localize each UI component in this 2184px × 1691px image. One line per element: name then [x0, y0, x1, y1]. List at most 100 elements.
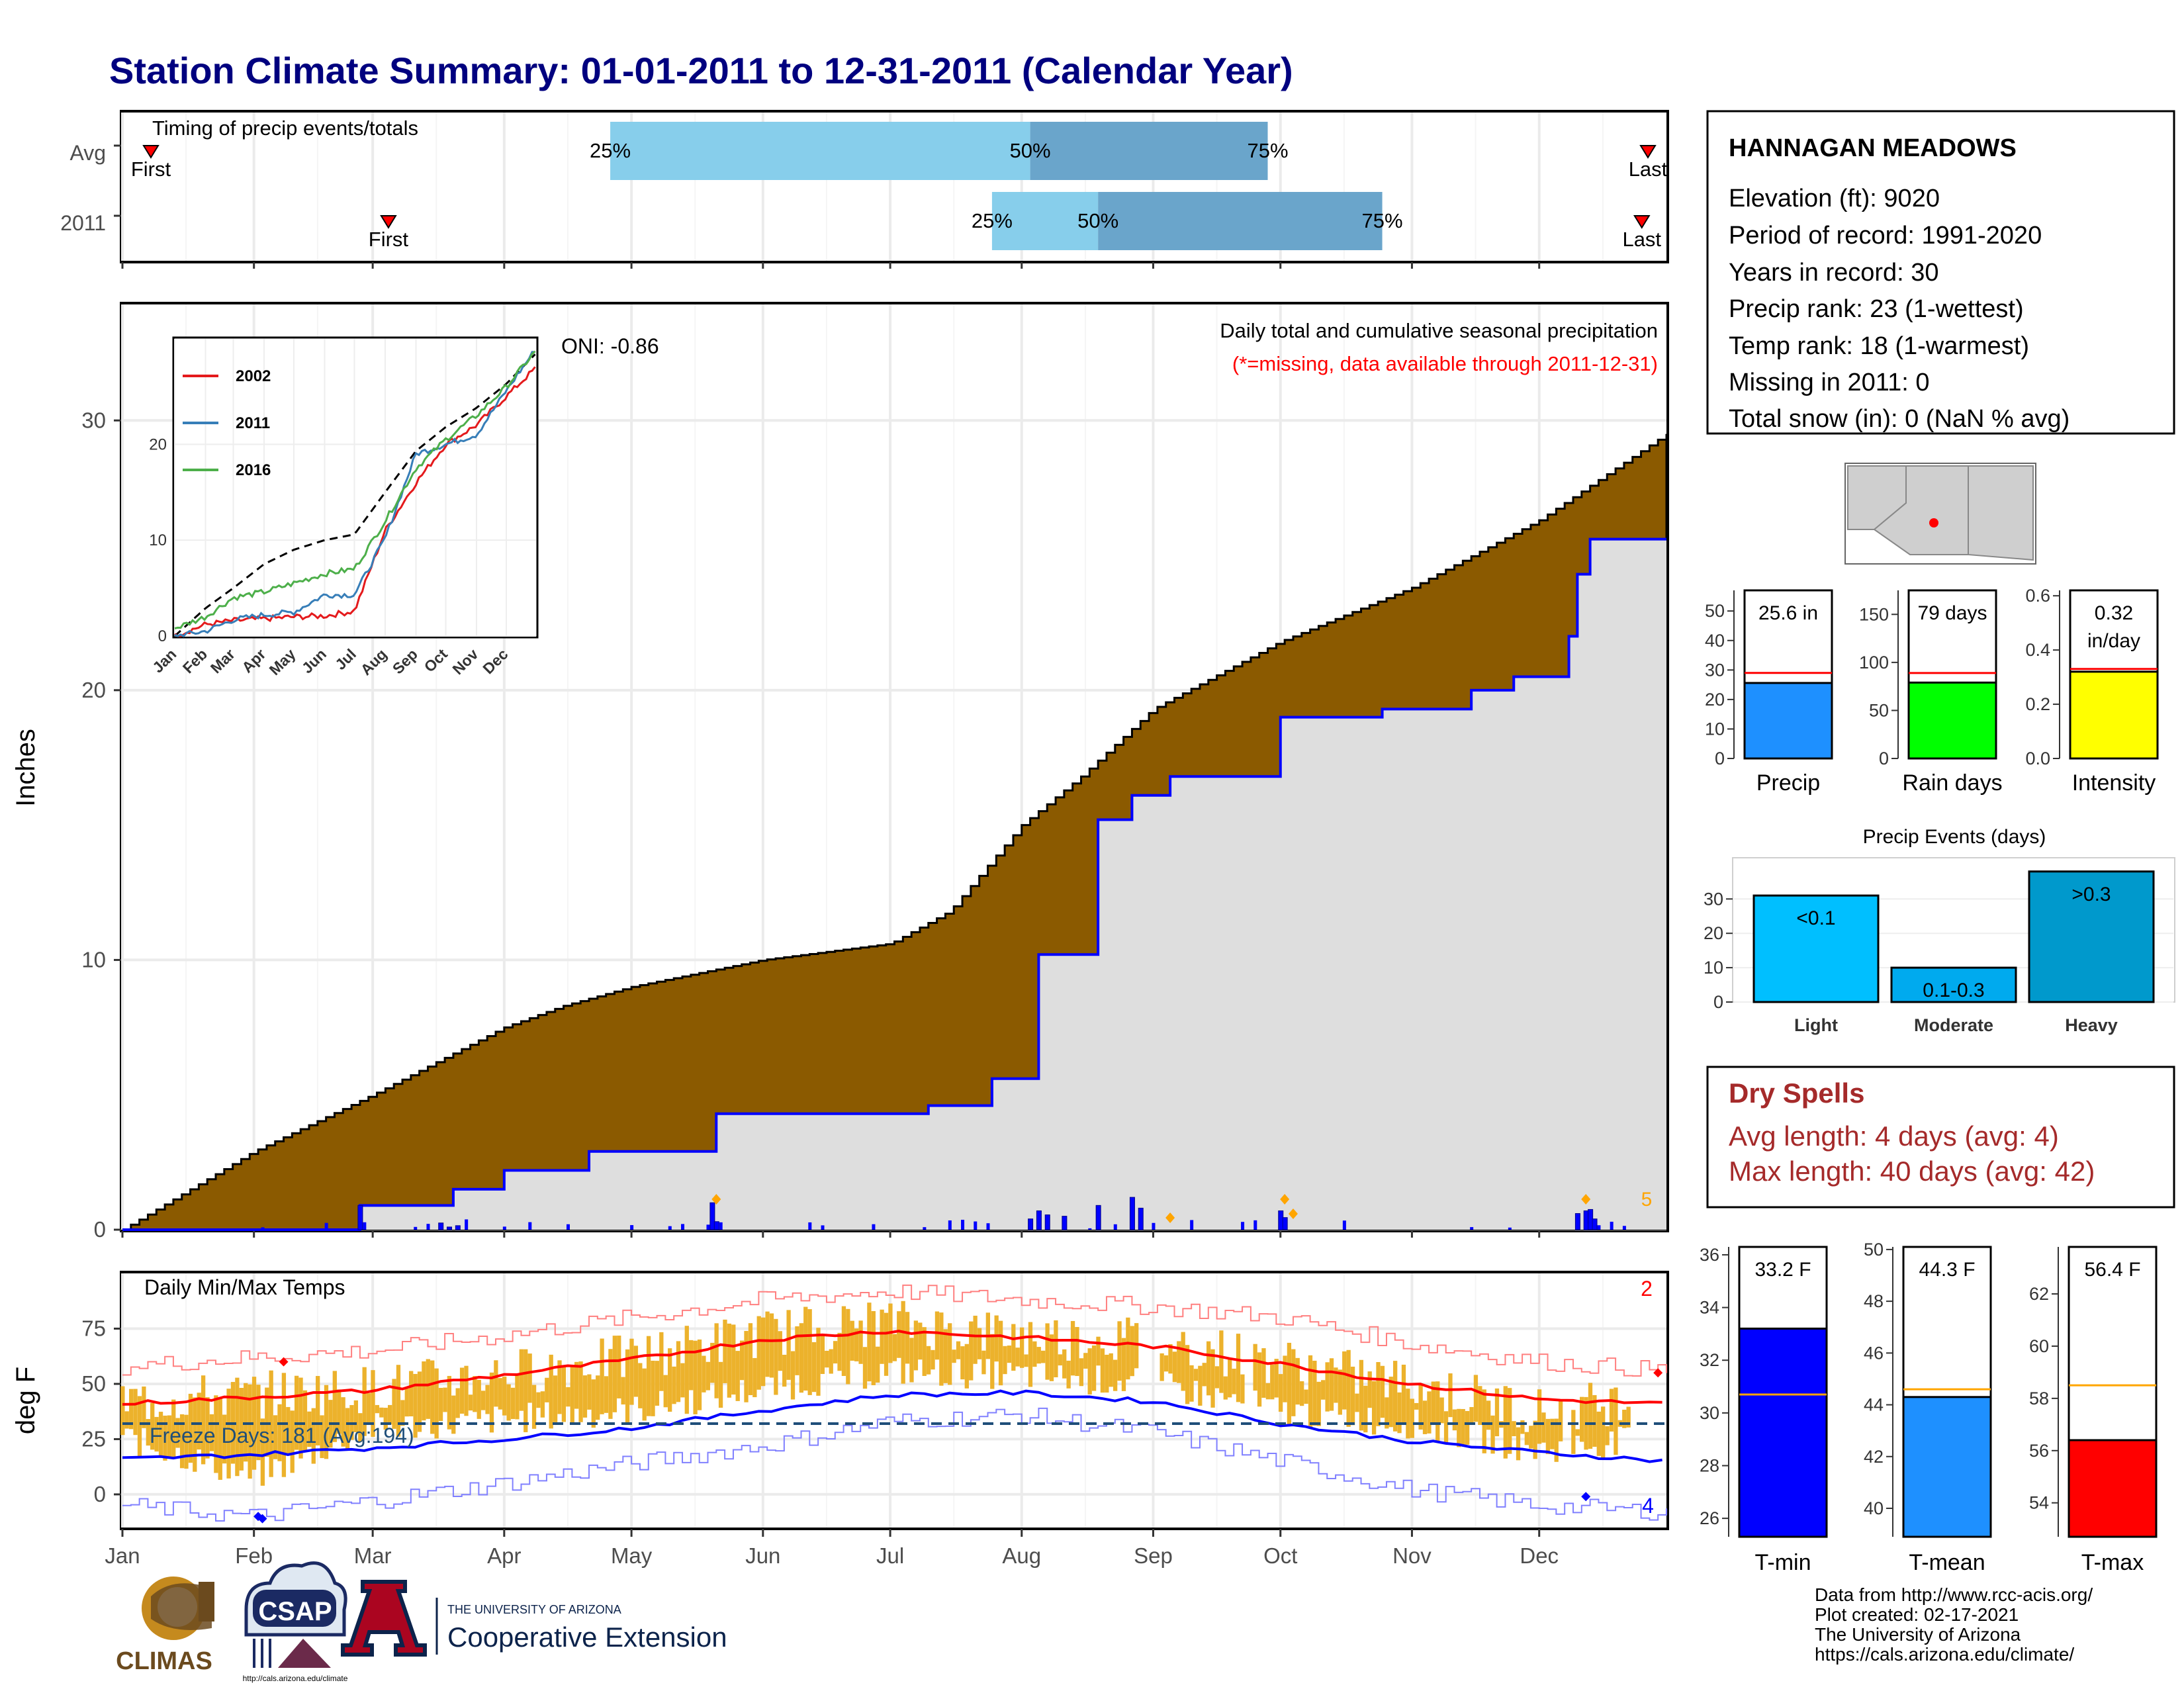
daily-temp-bar: [973, 1315, 978, 1364]
daily-temp-bar: [1452, 1409, 1457, 1431]
daily-temp-bar: [1274, 1359, 1279, 1398]
daily-temp-bar: [197, 1393, 201, 1450]
daily-temp-bar: [1380, 1365, 1385, 1418]
daily-temp-bar: [756, 1316, 761, 1390]
daily-temp-bar: [1334, 1367, 1338, 1403]
timing-q25-label: 25%: [972, 209, 1013, 232]
daily-precip-bar: [1088, 1228, 1092, 1230]
daily-precip-bar: [566, 1224, 570, 1230]
events-category-label: Moderate: [1914, 1015, 1993, 1035]
daily-precip-bar: [668, 1226, 672, 1230]
daily-temp-bar: [752, 1357, 757, 1398]
daily-temp-bar: [727, 1323, 732, 1398]
daily-temp-bar: [710, 1342, 715, 1383]
daily-temp-bar: [897, 1311, 901, 1358]
events-bar-light: [1752, 894, 1880, 1003]
temp-ytick: 75: [81, 1316, 106, 1340]
month-label-nov: Nov: [1392, 1543, 1432, 1568]
daily-temp-bar: [1210, 1349, 1215, 1408]
temp-panel: Daily Min/Max Temps Freeze Days: 181 (Av…: [11, 1271, 1669, 1530]
daily-precip-bar: [630, 1225, 634, 1230]
daily-temp-bar: [286, 1406, 291, 1454]
heavy-event-marker: [1288, 1209, 1298, 1219]
climas-logo: CLIMAS: [116, 1577, 214, 1675]
daily-temp-bar: [748, 1323, 753, 1395]
daily-temp-bar: [129, 1389, 134, 1430]
record-high-marker: [1653, 1368, 1663, 1378]
summary-ytick: 54: [2029, 1493, 2049, 1513]
events-ytick: 10: [1704, 958, 1723, 978]
summary-bar-rain-days: [1907, 681, 1997, 760]
daily-temp-bar: [646, 1336, 651, 1416]
daily-precip-bar: [923, 1227, 927, 1230]
summary-ytick: 58: [2029, 1389, 2049, 1408]
daily-temp-bar: [311, 1408, 316, 1464]
events-ytick: 0: [1713, 992, 1723, 1012]
daily-temp-bar: [375, 1404, 380, 1414]
daily-temp-bar: [1024, 1354, 1028, 1367]
events-bar-label: >0.3: [2071, 884, 2111, 905]
daily-temp-bar: [790, 1351, 796, 1400]
dry-spells-title: Dry Spells: [1729, 1077, 1864, 1109]
daily-temp-bar: [1355, 1393, 1359, 1412]
daily-temp-bar: [184, 1414, 189, 1469]
daily-precip-bar: [528, 1222, 532, 1230]
events-ytick: 30: [1704, 889, 1723, 909]
daily-temp-bar: [799, 1323, 803, 1393]
daily-temp-bar: [612, 1336, 617, 1412]
daily-temp-bar: [892, 1334, 897, 1361]
daily-temp-bar: [841, 1306, 846, 1377]
daily-temp-bar: [858, 1320, 863, 1364]
daily-temp-bar: [578, 1361, 583, 1422]
daily-temp-bar: [417, 1371, 422, 1432]
events-bar-moderate: [1890, 966, 2017, 1003]
daily-temp-bar: [926, 1346, 931, 1375]
daily-temp-bar: [1172, 1351, 1177, 1383]
daily-precip-bar: [1574, 1213, 1580, 1230]
summary-value-label: 0.32: [2095, 602, 2133, 624]
daily-temp-bar: [1321, 1380, 1326, 1400]
daily-temp-bar: [1193, 1369, 1199, 1381]
daily-temp-bar: [150, 1402, 155, 1450]
timing-row-label-2011: 2011: [60, 211, 106, 235]
daily-temp-bar: [1622, 1409, 1627, 1428]
timing-label: Timing of precip events/totals: [152, 116, 418, 140]
daily-temp-bar: [1100, 1348, 1105, 1393]
last-event-marker: [1633, 215, 1651, 229]
daily-temp-bar: [837, 1332, 842, 1371]
summary-ytick: 30: [1705, 660, 1725, 680]
summary-value-label: 56.4 F: [2084, 1259, 2140, 1281]
daily-temp-bar: [277, 1404, 282, 1461]
events-bar-label: 0.1-0.3: [1923, 980, 1984, 1001]
daily-temp-bar: [1443, 1411, 1449, 1445]
summary-ytick: 150: [1859, 604, 1889, 624]
timing-bar-q50-q75: [1098, 192, 1383, 250]
daily-temp-bar: [1083, 1353, 1088, 1369]
daily-temp-bar: [1130, 1326, 1134, 1377]
daily-precip-bar: [261, 1227, 265, 1230]
summary-ytick: 40: [1705, 631, 1725, 651]
daily-temp-bar: [1113, 1359, 1118, 1391]
daily-temp-bar: [867, 1303, 872, 1382]
inset-line-2016: [174, 350, 536, 629]
daily-temp-bar: [774, 1318, 778, 1395]
daily-precip-bar: [719, 1222, 723, 1230]
summary-ytick: 0: [1879, 749, 1889, 768]
climas-logo-text: CLIMAS: [116, 1647, 212, 1675]
daily-temp-bar: [744, 1330, 749, 1402]
timing-q75-label: 75%: [1247, 139, 1288, 162]
page-title: Station Climate Summary: 01-01-2011 to 1…: [109, 50, 1293, 91]
daily-temp-bar: [337, 1389, 341, 1434]
daily-temp-bar: [1032, 1341, 1037, 1367]
daily-temp-bar: [714, 1323, 719, 1398]
daily-temp-bar: [1045, 1323, 1050, 1380]
daily-temp-bar: [1516, 1427, 1521, 1461]
daily-precip-bar: [1592, 1218, 1598, 1230]
daily-precip-bar: [1044, 1214, 1050, 1230]
daily-temp-bar: [1295, 1357, 1300, 1405]
daily-temp-bar: [778, 1331, 782, 1371]
daily-temp-bar: [561, 1366, 567, 1422]
daily-temp-bar: [1232, 1368, 1236, 1394]
daily-temp-bar: [1580, 1396, 1584, 1442]
summary-value-label: in/day: [2087, 630, 2140, 652]
